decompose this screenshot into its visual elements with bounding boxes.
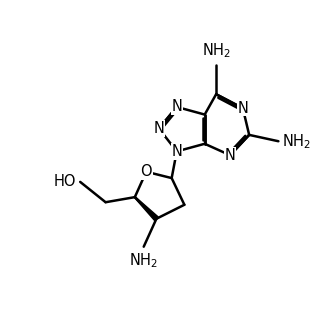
Text: NH$_2$: NH$_2$ <box>202 41 231 60</box>
Text: N: N <box>237 101 248 116</box>
Text: N: N <box>171 144 182 159</box>
Text: N: N <box>225 148 236 163</box>
Text: HO: HO <box>54 174 76 189</box>
Text: N: N <box>171 99 182 115</box>
Polygon shape <box>134 197 158 220</box>
Text: O: O <box>141 164 152 179</box>
Text: NH$_2$: NH$_2$ <box>129 252 158 271</box>
Text: N: N <box>153 121 164 136</box>
Text: NH$_2$: NH$_2$ <box>282 132 311 150</box>
